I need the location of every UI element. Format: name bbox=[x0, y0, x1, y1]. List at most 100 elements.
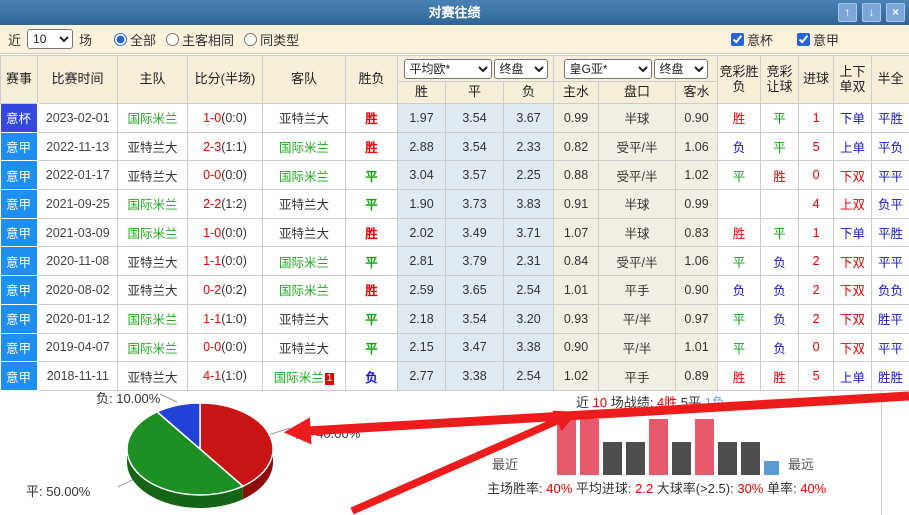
most-distant-label: 最远 bbox=[788, 457, 815, 472]
cell-away-water: 0.90 bbox=[675, 103, 719, 133]
home-team-link[interactable]: 亚特兰大 bbox=[117, 160, 188, 191]
odds-company-select[interactable]: 平均欧* bbox=[403, 58, 492, 79]
home-team-link[interactable]: 亚特兰大 bbox=[117, 361, 188, 391]
header-time: 比赛时间 bbox=[37, 55, 118, 104]
asia-stage-select[interactable]: 终盘 bbox=[653, 58, 708, 79]
cell-odds-win: 2.77 bbox=[397, 361, 446, 391]
match-count-select[interactable]: 10 bbox=[27, 29, 74, 49]
cell-jc-result: 平 bbox=[717, 160, 762, 191]
cell-jc-result: 平 bbox=[717, 303, 762, 334]
cell-home-water: 0.88 bbox=[553, 160, 600, 191]
cell-ou-oe: 下单 bbox=[833, 217, 873, 248]
recent-form-title: 近 10 场战绩: 4胜 5平 1负 bbox=[576, 392, 725, 411]
cell-handicap: 半球 bbox=[598, 103, 677, 133]
title-bar: 对赛往绩 ↑ ↓ × bbox=[0, 0, 909, 25]
checkbox-serie-a[interactable]: 意甲 bbox=[796, 30, 839, 49]
away-team-link[interactable]: 国际米兰 bbox=[278, 284, 329, 299]
cell-date: 2022-01-17 bbox=[37, 160, 118, 191]
cell-date: 2023-02-01 bbox=[37, 103, 118, 133]
move-down-button[interactable]: ↓ bbox=[862, 3, 881, 22]
header-home-water: 主水 bbox=[553, 81, 600, 104]
cell-odds-lose: 3.20 bbox=[502, 303, 555, 334]
radio-same-type[interactable]: 同类型 bbox=[244, 30, 299, 49]
cell-half-full: 胜平 bbox=[871, 303, 909, 334]
pie-slice bbox=[126, 410, 245, 496]
home-team-link[interactable]: 国际米兰 bbox=[117, 303, 188, 334]
cell-jc-result: 平 bbox=[717, 332, 762, 363]
radio-all-input[interactable] bbox=[114, 32, 128, 46]
away-team-link[interactable]: 亚特兰大 bbox=[278, 227, 329, 242]
cell-home-water: 0.99 bbox=[553, 103, 600, 133]
games-label: 场 bbox=[79, 32, 93, 48]
near-label: 近 bbox=[8, 32, 22, 48]
cell-away-water: 0.97 bbox=[675, 303, 719, 334]
move-up-button[interactable]: ↑ bbox=[838, 3, 857, 22]
away-team-link[interactable]: 国际米兰 bbox=[278, 169, 329, 184]
radio-same-venue-label: 主客相同 bbox=[182, 32, 235, 48]
radio-same-venue[interactable]: 主客相同 bbox=[166, 30, 234, 49]
stat-value: 40% bbox=[546, 481, 576, 496]
cell-goals: 1 bbox=[798, 103, 835, 133]
cell-odds-draw: 3.79 bbox=[445, 246, 504, 277]
cell-league: 意甲 bbox=[0, 217, 39, 248]
pie-slice-side bbox=[242, 449, 273, 500]
home-team-link[interactable]: 国际米兰 bbox=[117, 332, 188, 363]
away-team-link[interactable]: 亚特兰大 bbox=[278, 112, 329, 127]
radio-same-type-input[interactable] bbox=[244, 32, 258, 46]
table-row: 意甲 2022-01-17 亚特兰大 0-0(0:0) 国际米兰平 3.04 3.57 2.2… bbox=[0, 160, 909, 191]
cell-home-water: 1.07 bbox=[553, 217, 600, 248]
table-header: 赛事 比赛时间 主队 比分(半场) 客队 胜负 平均欧* 终盘 皇G亚* bbox=[0, 55, 909, 104]
away-team-link[interactable]: 亚特兰大 bbox=[278, 198, 329, 213]
away-team-link[interactable]: 国际米兰 bbox=[278, 141, 329, 156]
header-away-water: 客水 bbox=[675, 81, 719, 104]
cell-half-full: 平负 bbox=[871, 131, 909, 162]
stat-label: 平均进球: bbox=[575, 481, 636, 496]
cell-goals: 2 bbox=[798, 246, 835, 277]
away-team-link[interactable]: 亚特兰大 bbox=[278, 341, 329, 356]
cell-date: 2020-01-12 bbox=[37, 303, 118, 334]
odds-stage-select[interactable]: 终盘 bbox=[493, 58, 548, 79]
cell-half-full: 平平 bbox=[871, 246, 909, 277]
header-ou-oe: 上下单双 bbox=[833, 55, 873, 104]
cell-away-water: 0.99 bbox=[675, 189, 719, 219]
away-team-link[interactable]: 亚特兰大 bbox=[278, 313, 329, 328]
cell-date: 2020-11-08 bbox=[37, 246, 118, 277]
cell-handicap: 受平/半 bbox=[598, 160, 677, 191]
arrow-up-icon: ↑ bbox=[844, 5, 851, 19]
home-team-link[interactable]: 国际米兰 bbox=[117, 103, 188, 133]
home-team-link[interactable]: 国际米兰 bbox=[117, 217, 188, 248]
home-team-link[interactable]: 亚特兰大 bbox=[117, 246, 188, 277]
home-team-link[interactable]: 国际米兰 bbox=[117, 189, 188, 219]
cell-away-water: 1.06 bbox=[675, 131, 719, 162]
match-table: 赛事 比赛时间 主队 比分(半场) 客队 胜负 平均欧* 终盘 皇G亚* bbox=[0, 55, 909, 391]
table-row: 意杯 2023-02-01 国际米兰 1-0(0:0) 亚特兰大胜 1.97 3.54 3.6… bbox=[0, 103, 909, 133]
cell-jc-result: 负 bbox=[717, 131, 762, 162]
cell-odds-draw: 3.49 bbox=[445, 217, 504, 248]
radio-all[interactable]: 全部 bbox=[114, 30, 156, 49]
cell-league: 意甲 bbox=[0, 361, 39, 391]
checkbox-coppa-italia[interactable]: 意杯 bbox=[730, 30, 773, 49]
cell-jc-handicap: 负 bbox=[760, 332, 800, 363]
cell-half-full: 胜胜 bbox=[871, 361, 909, 391]
asia-company-select[interactable]: 皇G亚* bbox=[563, 58, 652, 79]
pie-slice bbox=[155, 402, 201, 451]
cell-score: 1-1(0:0) bbox=[187, 246, 263, 277]
cell-result: 负 bbox=[345, 361, 398, 391]
cell-score: 4-1(1:0) bbox=[187, 361, 263, 391]
cell-home-water: 0.93 bbox=[553, 303, 600, 334]
radio-all-label: 全部 bbox=[130, 32, 157, 48]
stat-value: 40% bbox=[800, 481, 827, 496]
cell-away: 国际米兰 bbox=[262, 246, 346, 277]
cell-odds-lose: 3.67 bbox=[502, 103, 555, 133]
checkbox-coppa-italia-input[interactable] bbox=[730, 32, 744, 46]
close-button[interactable]: × bbox=[886, 3, 905, 22]
header-league: 赛事 bbox=[0, 55, 38, 104]
home-team-link[interactable]: 亚特兰大 bbox=[117, 275, 188, 305]
away-team-link[interactable]: 国际米兰 bbox=[278, 255, 329, 270]
filter-bar: 近 10 场 全部 主客相同 同类型 意杯 意甲 bbox=[0, 25, 909, 54]
away-team-link[interactable]: 国际米兰 bbox=[273, 370, 324, 385]
home-team-link[interactable]: 亚特兰大 bbox=[117, 131, 188, 162]
checkbox-serie-a-input[interactable] bbox=[796, 32, 810, 46]
radio-same-venue-input[interactable] bbox=[166, 32, 180, 46]
cell-odds-win: 3.04 bbox=[397, 160, 446, 191]
